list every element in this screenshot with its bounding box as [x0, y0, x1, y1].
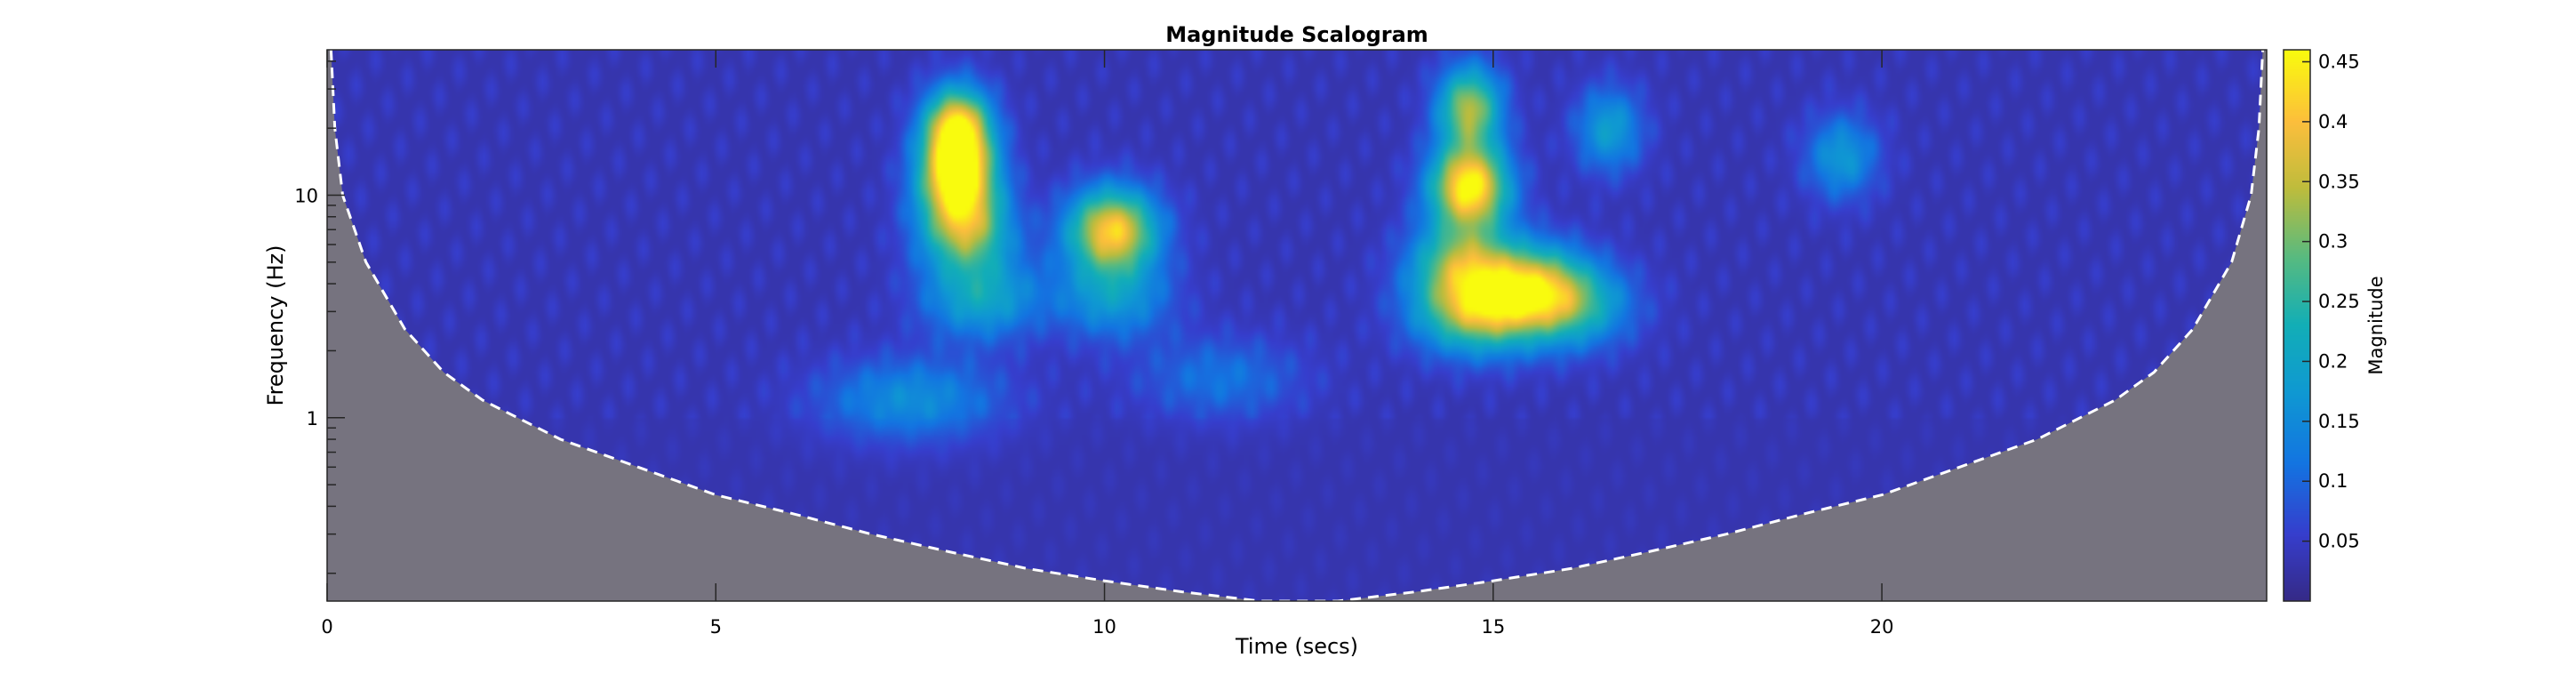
colorbar-tick-label: 0.35	[2318, 171, 2360, 192]
plot-area	[326, 49, 2268, 603]
x-axis: 0 5 10 15 20	[321, 50, 1893, 638]
colorbar-tick-label: 0.25	[2318, 291, 2360, 312]
colorbar-tick-label: 0.4	[2318, 111, 2348, 132]
colorbar-label: Magnitude	[2365, 276, 2387, 374]
x-tick-label: 15	[1481, 616, 1505, 638]
colorbar-tick-label: 0.1	[2318, 470, 2348, 492]
x-tick-label: 5	[710, 616, 722, 638]
x-tick-label: 10	[1092, 616, 1116, 638]
colorbar-tick-label: 0.05	[2318, 531, 2360, 552]
y-tick-label: 1	[307, 408, 318, 429]
plot-frame	[326, 49, 2268, 602]
colorbar-frame	[2283, 49, 2311, 602]
y-axis-label: Frequency (Hz)	[263, 245, 288, 406]
colorbar-tick-label: 0.45	[2318, 51, 2360, 72]
cone-of-influence-shade	[327, 50, 2267, 601]
x-tick-label: 0	[321, 616, 332, 638]
x-axis-label: Time (secs)	[1235, 634, 1358, 659]
colorbar-tick-label: 0.3	[2318, 231, 2348, 253]
chart-title: Magnitude Scalogram	[1165, 22, 1428, 47]
y-axis: 1 10	[294, 60, 345, 574]
colorbar-gradient	[2284, 50, 2310, 601]
y-tick-label: 10	[294, 185, 318, 206]
colorbar-tick-label: 0.2	[2318, 350, 2348, 372]
colorbar: 0.05 0.1 0.15 0.2 0.25 0.3 0.35 0.4 0.45 Magnitu…	[2283, 49, 2387, 602]
colorbar-ticks: 0.05 0.1 0.15 0.2 0.25 0.3 0.35 0.4 0.45	[2302, 51, 2360, 552]
x-tick-label: 20	[1870, 616, 1894, 638]
colorbar-tick-label: 0.15	[2318, 411, 2360, 432]
